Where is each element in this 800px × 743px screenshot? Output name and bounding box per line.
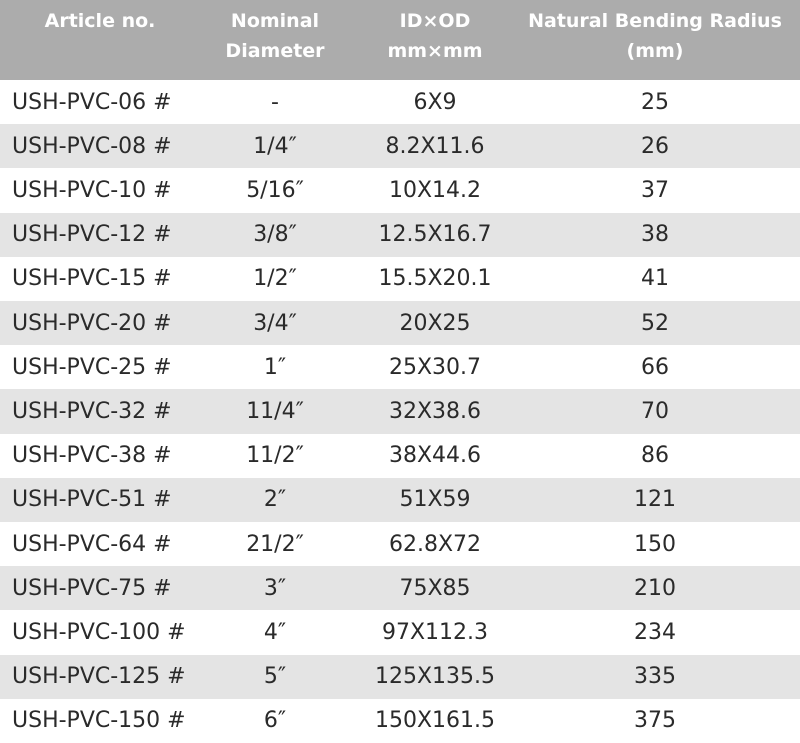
table-cell: 121 <box>634 487 676 513</box>
table-cell: 21/2″ <box>246 531 304 557</box>
table-row: USH-PVC-10 # 5/16″ 10X14.2 37 <box>0 168 800 212</box>
table-cell: USH-PVC-125 # <box>12 664 186 690</box>
table-cell: 11/4″ <box>246 398 304 424</box>
table-cell: 66 <box>641 354 669 380</box>
table-row: USH-PVC-64 # 21/2″ 62.8X72 150 <box>0 522 800 566</box>
table-cell: 4″ <box>263 619 287 645</box>
table-cell: 150X161.5 <box>374 708 496 734</box>
table-cell: 10X14.2 <box>388 177 482 203</box>
table-cell: 1/4″ <box>253 133 297 159</box>
header-text: ID×OD <box>399 10 471 32</box>
header-cell: Natural Bending Radius (mm) <box>510 0 800 80</box>
table-cell: 125X135.5 <box>374 664 496 690</box>
table-cell: 11/2″ <box>246 443 304 469</box>
table-cell: 97X112.3 <box>381 619 489 645</box>
table-cell: 12.5X16.7 <box>378 222 492 248</box>
table-cell: 38 <box>641 222 669 248</box>
table-cell: USH-PVC-32 # <box>12 398 172 424</box>
table-row: USH-PVC-06 # - 6X9 25 <box>0 80 800 124</box>
table-cell: 38X44.6 <box>388 443 482 469</box>
table-cell: USH-PVC-15 # <box>12 266 172 292</box>
table-cell: 86 <box>641 443 669 469</box>
table-cell: USH-PVC-08 # <box>12 133 172 159</box>
table-cell: USH-PVC-75 # <box>12 575 172 601</box>
header-text: Diameter <box>225 40 325 62</box>
table-row: USH-PVC-75 # 3″ 75X85 210 <box>0 566 800 611</box>
table-cell: 3/4″ <box>253 310 297 336</box>
table-row: USH-PVC-20 # 3/4″ 20X25 52 <box>0 301 800 346</box>
table-cell: 375 <box>634 708 676 734</box>
table-cell: USH-PVC-25 # <box>12 354 172 380</box>
table-cell: 20X25 <box>399 310 471 336</box>
table-cell: 37 <box>641 177 669 203</box>
table-cell: USH-PVC-51 # <box>12 487 172 513</box>
table-cell: 75X85 <box>399 575 471 601</box>
table-row: USH-PVC-15 # 1/2″ 15.5X20.1 41 <box>0 257 800 301</box>
table-row: USH-PVC-150 # 6″ 150X161.5 375 <box>0 699 800 743</box>
table-cell: 70 <box>641 398 669 424</box>
table-cell: 32X38.6 <box>388 398 482 424</box>
header-cell: Article no. <box>0 0 200 80</box>
table-cell: 5/16″ <box>246 177 304 203</box>
header-row: Article no. Nominal Diameter ID×OD mm×mm Natu… <box>0 0 800 80</box>
table-cell: 1/2″ <box>253 266 297 292</box>
table-cell: 5″ <box>263 664 287 690</box>
table-cell: 41 <box>641 266 669 292</box>
table-cell: 1″ <box>263 354 287 380</box>
table-cell: 15.5X20.1 <box>378 266 492 292</box>
table-cell: 25 <box>641 89 669 115</box>
table-cell: 62.8X72 <box>388 531 482 557</box>
table-cell: 335 <box>634 664 676 690</box>
table-cell: 51X59 <box>399 487 471 513</box>
table-cell: USH-PVC-100 # <box>12 619 186 645</box>
header-text: Nominal <box>230 10 320 32</box>
table-cell: 6X9 <box>413 89 457 115</box>
table-row: USH-PVC-08 # 1/4″ 8.2X11.6 26 <box>0 124 800 169</box>
header-cell: Nominal Diameter <box>210 0 340 80</box>
table-cell: USH-PVC-12 # <box>12 222 172 248</box>
table-cell: 234 <box>634 619 676 645</box>
header-text: mm×mm <box>387 40 483 62</box>
table-cell: USH-PVC-20 # <box>12 310 172 336</box>
table-cell: 3/8″ <box>253 222 297 248</box>
table-cell: 2″ <box>263 487 287 513</box>
table-cell: 25X30.7 <box>388 354 482 380</box>
table-cell: 210 <box>634 575 676 601</box>
header-text: Natural Bending Radius <box>528 10 782 32</box>
table-cell: USH-PVC-06 # <box>12 89 172 115</box>
table-row: USH-PVC-25 # 1″ 25X30.7 66 <box>0 345 800 389</box>
header-cell: ID×OD mm×mm <box>340 0 530 80</box>
table-row: USH-PVC-38 # 11/2″ 38X44.6 86 <box>0 434 800 478</box>
table-row: USH-PVC-100 # 4″ 97X112.3 234 <box>0 610 800 654</box>
header-text: (mm) <box>626 40 684 62</box>
table-cell: 3″ <box>263 575 287 601</box>
table-cell: 150 <box>634 531 676 557</box>
table-row: USH-PVC-125 # 5″ 125X135.5 335 <box>0 654 800 699</box>
table-cell: 26 <box>641 133 669 159</box>
table-row: USH-PVC-12 # 3/8″ 12.5X16.7 38 <box>0 212 800 257</box>
table-cell: USH-PVC-38 # <box>12 443 172 469</box>
table-cell: USH-PVC-150 # <box>12 708 186 734</box>
table-row: USH-PVC-51 # 2″ 51X59 121 <box>0 477 800 522</box>
table-row: USH-PVC-32 # 11/4″ 32X38.6 70 <box>0 389 800 434</box>
table-cell: - <box>271 89 279 115</box>
table-cell: 8.2X11.6 <box>385 133 485 159</box>
table-cell: USH-PVC-64 # <box>12 531 172 557</box>
header-text: Article no. <box>44 10 156 32</box>
table-cell: USH-PVC-10 # <box>12 177 172 203</box>
table-cell: 6″ <box>263 708 287 734</box>
table-cell: 52 <box>641 310 669 336</box>
